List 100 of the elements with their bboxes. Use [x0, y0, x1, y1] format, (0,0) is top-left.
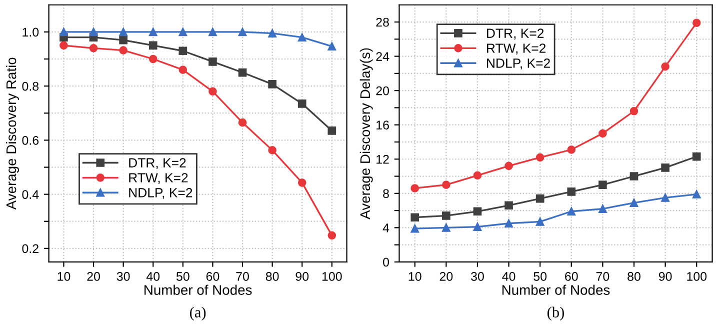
y-tick-label: 1.0: [22, 28, 39, 37]
point: [567, 188, 576, 196]
point: [208, 87, 217, 96]
point: [89, 28, 98, 36]
x-tick-label: 20: [440, 272, 453, 281]
x-tick-label: 80: [628, 272, 640, 281]
x-axis-title: Number of Nodes: [502, 284, 610, 295]
y-tick-label: 0.8: [22, 82, 39, 91]
point: [268, 80, 276, 88]
point: [328, 126, 336, 135]
x-tick-label: 50: [176, 272, 190, 281]
point: [630, 172, 638, 180]
legend-label: NDLP, K=2: [129, 188, 192, 199]
point: [410, 184, 420, 192]
x-tick-label: 90: [658, 272, 672, 281]
point: [692, 152, 701, 161]
point: [119, 46, 128, 55]
point: [536, 194, 544, 203]
point: [178, 46, 188, 56]
point: [598, 180, 607, 189]
point: [148, 28, 158, 36]
x-tick-label: 100: [687, 272, 707, 281]
x-tick-label: 70: [236, 272, 249, 281]
point: [60, 28, 68, 36]
point: [238, 28, 247, 36]
point: [536, 153, 544, 162]
point: [268, 29, 276, 38]
x-tick-label: 70: [596, 272, 610, 281]
point: [504, 201, 513, 210]
point: [630, 198, 638, 207]
y-tick-label: 28: [376, 18, 389, 27]
x-tick-label: 20: [87, 272, 100, 281]
point: [410, 213, 420, 222]
y-tick-label: 0.2: [22, 244, 38, 254]
point: [89, 44, 98, 52]
x-tick-label: 30: [470, 272, 484, 281]
point: [268, 146, 276, 154]
point: [536, 218, 544, 226]
point: [692, 190, 701, 198]
point: [298, 178, 306, 187]
y-tick-label: 4: [382, 224, 390, 232]
point: [661, 194, 670, 202]
x-tick-label: 50: [534, 272, 547, 281]
y-tick-label: 20: [376, 86, 389, 96]
point: [238, 68, 247, 77]
point: [178, 28, 188, 36]
point: [504, 162, 513, 170]
y-tick-label: 0.4: [22, 190, 39, 199]
legend-label: DTR, K=2: [487, 28, 544, 40]
legend-label: NDLP, K=2: [487, 58, 550, 70]
x-tick-label: 40: [146, 272, 160, 281]
point: [298, 99, 306, 108]
point: [473, 171, 482, 180]
y-tick-label: 8: [383, 189, 389, 198]
x-tick-label: 10: [58, 272, 70, 281]
point: [630, 106, 638, 116]
point: [661, 164, 670, 172]
y-tick-label: 16: [376, 120, 389, 130]
y-tick-label: 0.6: [22, 136, 39, 145]
x-tick-label: 30: [116, 272, 130, 281]
point: [60, 41, 68, 50]
point: [410, 224, 420, 233]
point: [208, 28, 217, 36]
point: [208, 58, 217, 66]
point: [598, 204, 607, 213]
y-axis-title: Average Discovery Delay(s): [360, 48, 373, 220]
y-tick-label: 24: [376, 52, 390, 61]
point: [328, 231, 336, 240]
point: [298, 33, 306, 42]
point: [442, 212, 450, 220]
x-tick-label: 100: [322, 272, 342, 281]
point: [119, 36, 128, 44]
x-tick-label: 60: [206, 272, 220, 281]
x-axis-title: Number of Nodes: [144, 284, 252, 295]
point: [692, 18, 701, 28]
x-tick-label: 40: [502, 272, 516, 281]
point: [178, 66, 188, 74]
point: [238, 118, 247, 127]
point: [567, 207, 576, 216]
legend-label: RTW, K=2: [487, 44, 546, 54]
point: [504, 219, 513, 228]
y-tick-label: 12: [376, 154, 389, 164]
x-tick-label: 10: [408, 272, 422, 281]
point: [442, 224, 450, 232]
point: [473, 222, 482, 231]
y-tick-label: 0: [383, 258, 389, 267]
point: [442, 180, 450, 189]
x-tick-label: 90: [296, 272, 309, 281]
point: [473, 207, 482, 216]
y-axis-title: Average Discovery Ratio: [6, 58, 19, 210]
point: [148, 41, 158, 50]
point: [148, 54, 158, 64]
point: [567, 146, 576, 154]
point: [661, 62, 670, 71]
point: [598, 129, 607, 138]
text: (b): [547, 306, 564, 321]
legend-label: DTR, K=2: [129, 158, 186, 170]
x-tick-label: 60: [565, 272, 578, 281]
point: [328, 42, 336, 50]
x-tick-label: 80: [266, 272, 279, 281]
